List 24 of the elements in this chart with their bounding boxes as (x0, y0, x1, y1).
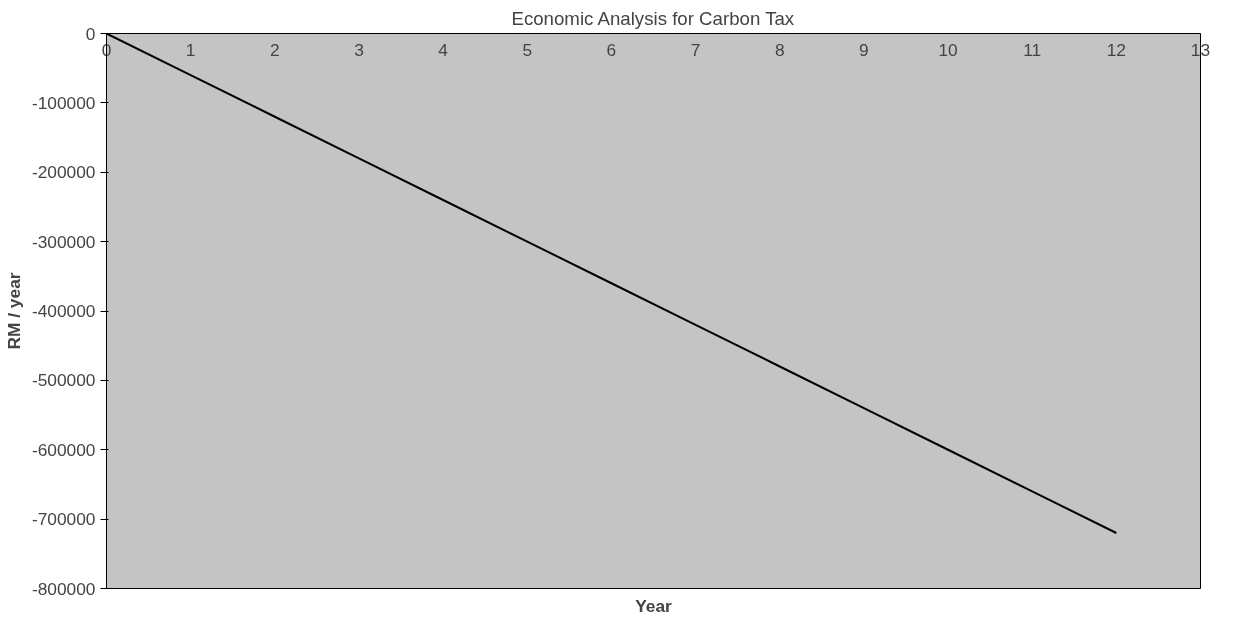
y-tick-label: -700000 (31, 509, 96, 530)
y-tick-label: -200000 (31, 162, 96, 183)
y-tick-label: 0 (85, 23, 96, 44)
x-tick-label: 1 (185, 39, 196, 60)
x-axis-title: Year (635, 595, 673, 616)
y-axis-title: RM / year (3, 272, 24, 350)
x-tick-label: 6 (606, 39, 617, 60)
y-tick-label: -800000 (31, 578, 96, 599)
x-tick-label: 2 (269, 39, 280, 60)
chart-title: Economic Analysis for Carbon Tax (511, 7, 795, 29)
x-tick-label: 7 (690, 39, 701, 60)
y-tick-label: -600000 (31, 439, 96, 460)
x-tick-label: 8 (774, 39, 785, 60)
y-tick-label: -500000 (31, 370, 96, 391)
x-tick-label: 3 (354, 39, 364, 60)
x-tick-label: 12 (1106, 39, 1126, 60)
x-tick-label: 11 (1023, 39, 1042, 60)
x-tick-label: 5 (522, 39, 533, 60)
x-tick-label: 10 (938, 39, 958, 60)
y-tick-label: -100000 (31, 92, 96, 113)
y-tick-label: -400000 (31, 301, 96, 321)
x-tick-label: 4 (438, 39, 449, 60)
x-tick-label: 9 (859, 39, 869, 60)
y-tick-label: -300000 (31, 231, 96, 252)
